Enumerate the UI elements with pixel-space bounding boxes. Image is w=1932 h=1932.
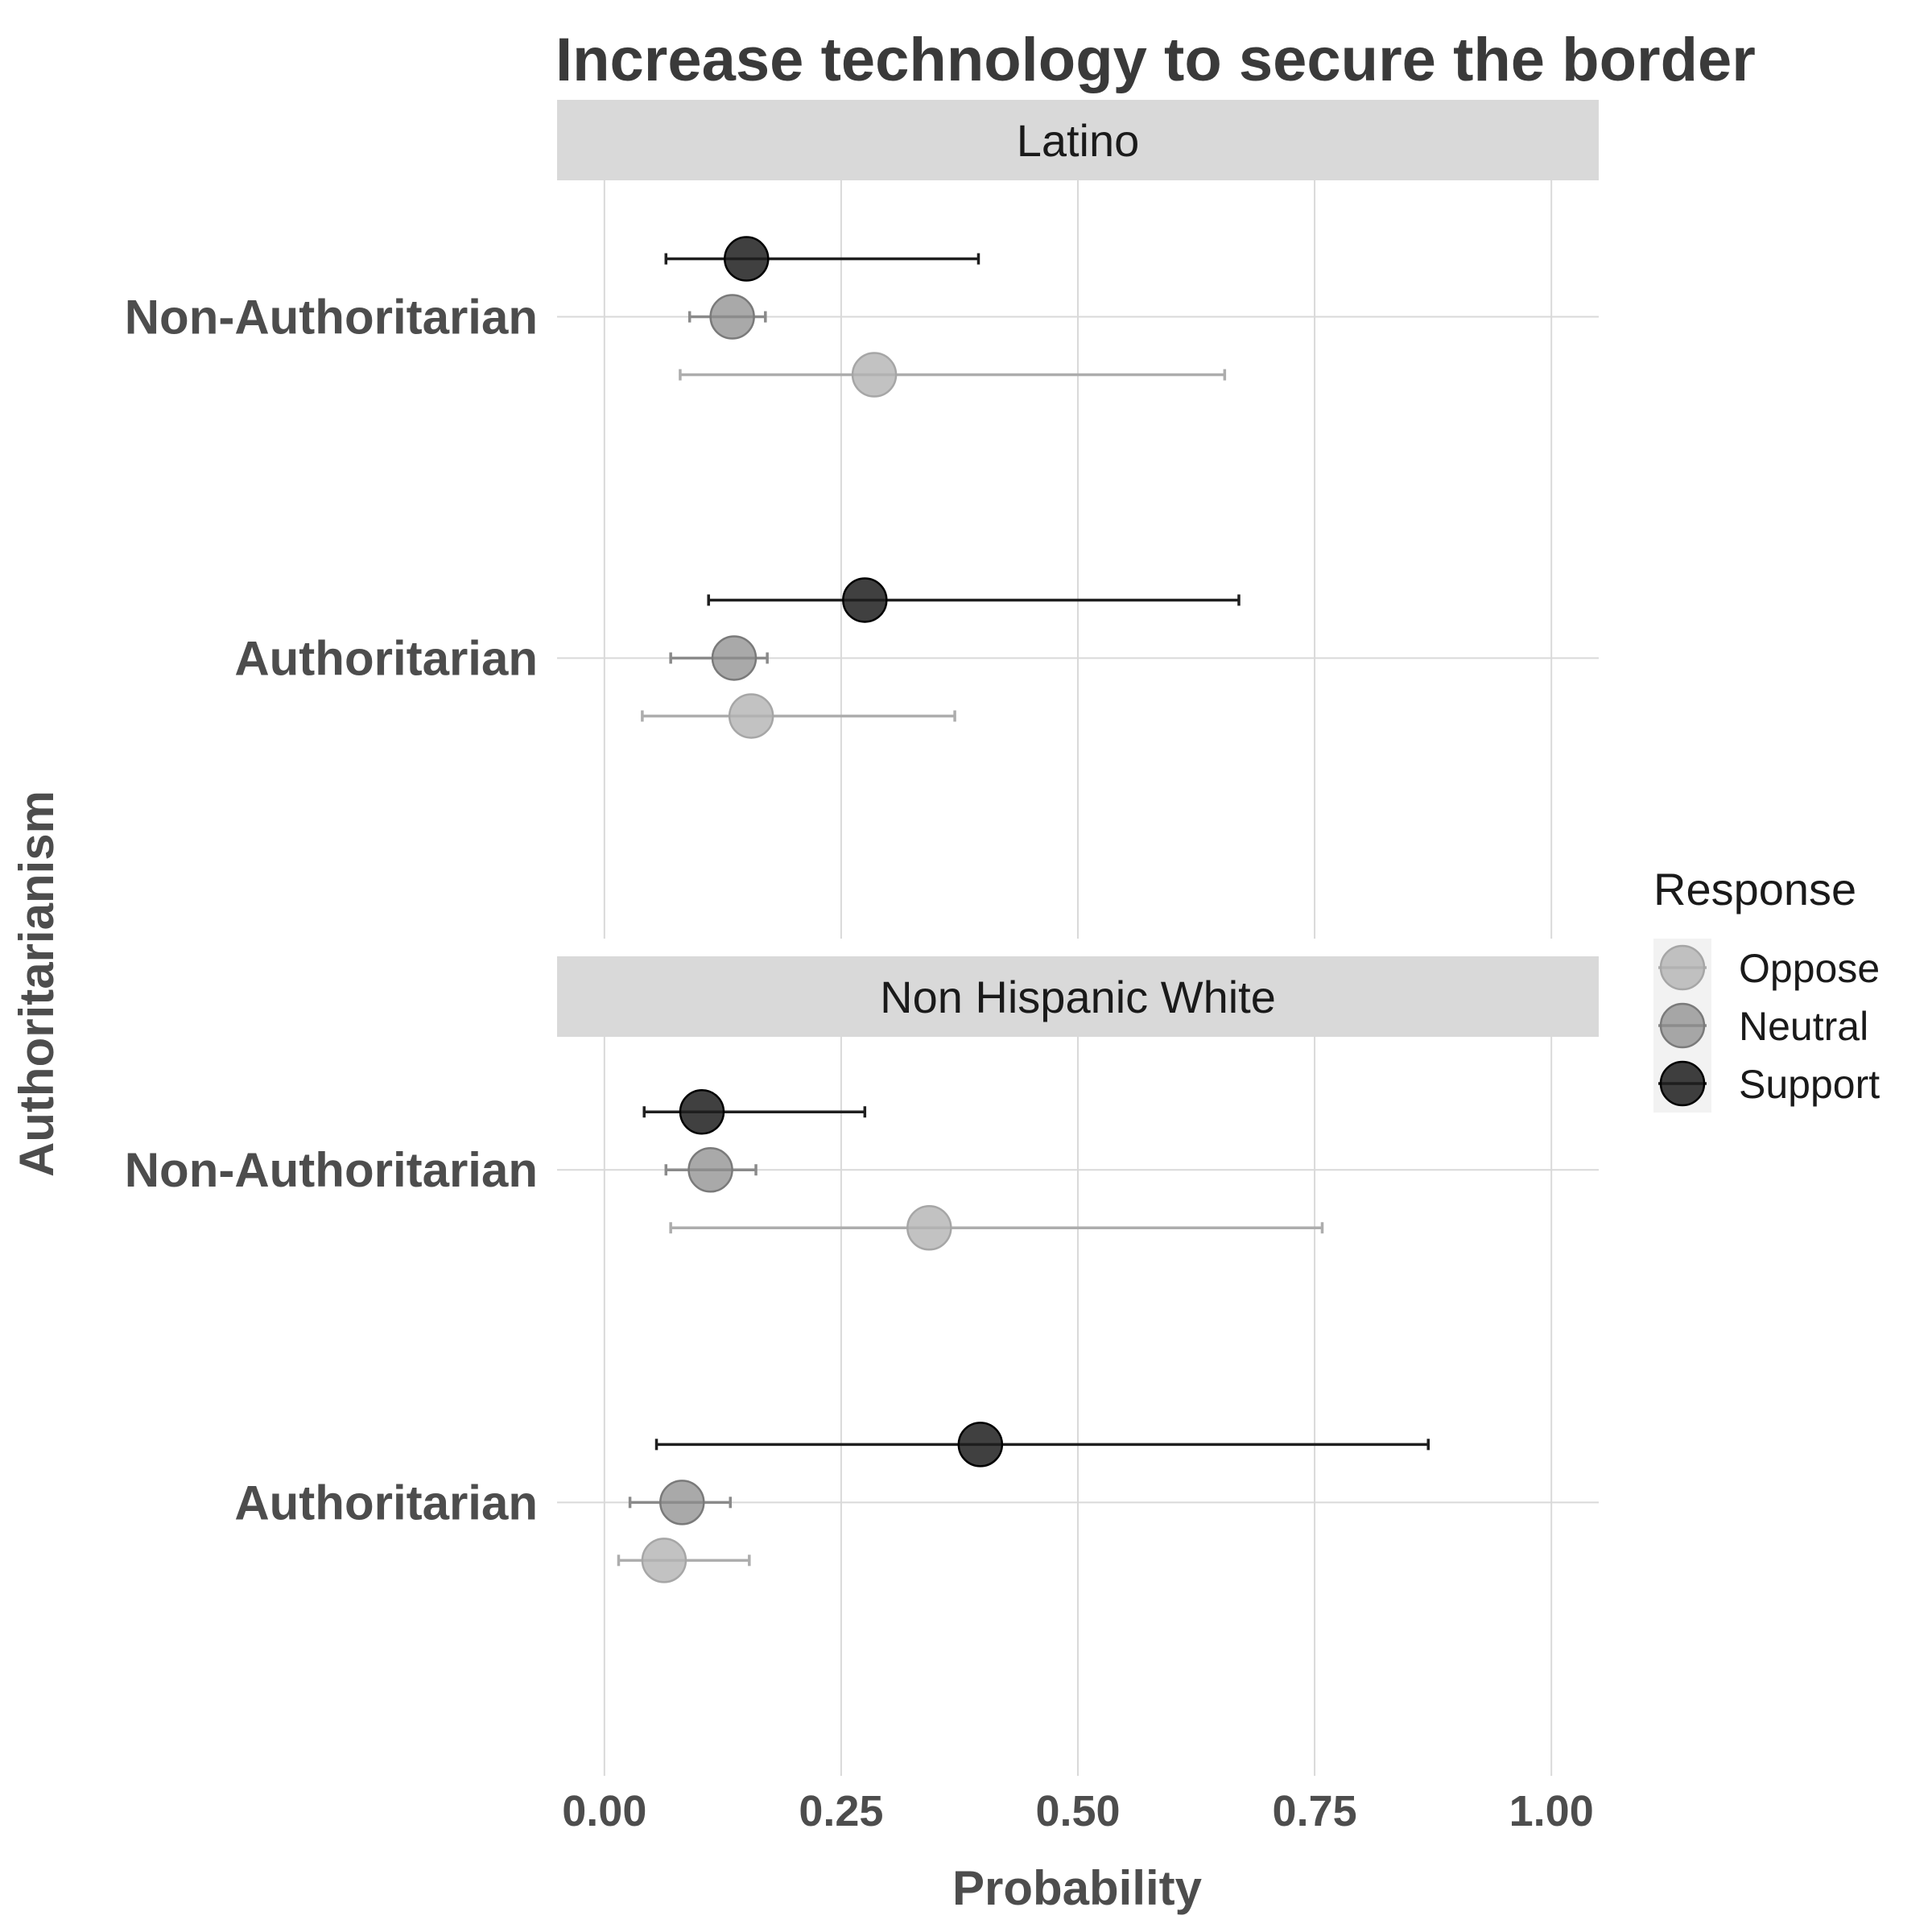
errorbar-support (654, 1439, 1430, 1451)
point-neutral (711, 635, 758, 681)
legend-item-support: Support (1658, 1060, 1880, 1107)
legend-label: Support (1739, 1062, 1880, 1107)
errorbar-support (664, 253, 980, 265)
x-tick-label: 1.00 (1509, 1787, 1594, 1835)
errorbar-support (642, 1106, 867, 1118)
point-oppose (728, 693, 774, 739)
legend-item-neutral: Neutral (1658, 1002, 1868, 1049)
y-tick-label: Non-Authoritarian (125, 291, 538, 345)
legend-label: Neutral (1739, 1004, 1868, 1049)
panel-non-hispanic-white: Non Hispanic White Non-Authoritarian Autho… (125, 956, 1599, 1776)
facet-strip (557, 956, 1599, 1037)
point-neutral (659, 1480, 705, 1525)
y-axis-title: Authoritarianism (10, 791, 64, 1177)
y-tick-label: Non-Authoritarian (125, 1143, 538, 1197)
errorbar-oppose (641, 710, 956, 722)
x-tick-label: 0.50 (1035, 1787, 1120, 1835)
chart-title: Increase technology to secure the border (555, 26, 1756, 94)
errorbar-oppose (669, 1222, 1324, 1234)
x-tick-label: 0.00 (562, 1787, 646, 1835)
x-tick-label: 0.75 (1273, 1787, 1357, 1835)
legend-item-oppose: Oppose (1658, 944, 1880, 991)
errorbar-oppose (679, 369, 1227, 381)
y-tick-label: Authoritarian (234, 631, 538, 685)
legend-title: Response (1653, 864, 1856, 914)
x-axis-ticks: 0.00 0.25 0.50 0.75 1.00 (562, 1787, 1593, 1835)
panels-layer: LatinoNon-AuthoritarianAuthoritarianNon … (125, 100, 1599, 1835)
point-neutral (687, 1146, 733, 1193)
point-neutral (709, 294, 755, 340)
legend-key-point (1659, 1060, 1706, 1107)
errorbar-support (707, 594, 1241, 606)
facet-label: Latino (1017, 115, 1140, 166)
facet-label: Non Hispanic White (880, 972, 1276, 1022)
point-oppose (641, 1538, 687, 1583)
x-tick-label: 0.25 (799, 1787, 883, 1835)
facet-strip (557, 100, 1599, 180)
point-oppose (851, 352, 898, 398)
legend: Response Oppose Neutral Support (1653, 864, 1880, 1113)
y-tick-label: Authoritarian (234, 1476, 538, 1530)
point-support (724, 236, 770, 282)
legend-key-point (1659, 944, 1706, 991)
point-support (957, 1422, 1004, 1468)
point-oppose (906, 1204, 952, 1251)
x-axis-title: Probability (952, 1861, 1203, 1915)
legend-key-point (1659, 1002, 1706, 1049)
point-support (842, 577, 888, 623)
panel-latino: Latino Non-Authoritarian Authoritarian (125, 100, 1599, 939)
legend-label: Oppose (1739, 946, 1880, 991)
point-support (679, 1088, 725, 1135)
